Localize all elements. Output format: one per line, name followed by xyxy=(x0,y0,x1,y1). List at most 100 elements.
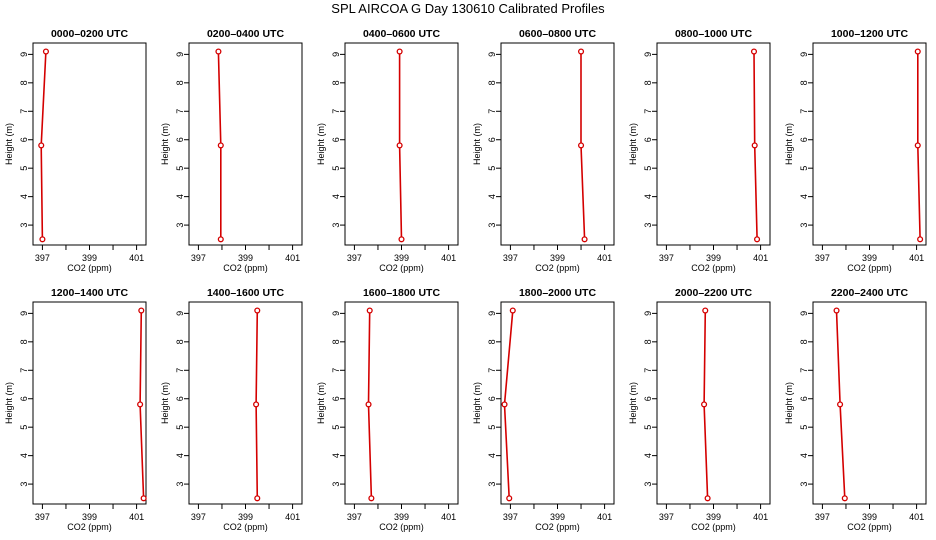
y-tick-label: 3 xyxy=(643,482,653,487)
y-tick-label: 6 xyxy=(799,137,809,142)
y-tick-label: 3 xyxy=(175,223,185,228)
y-tick-label: 5 xyxy=(799,166,809,171)
x-axis-label: CO2 (ppm) xyxy=(223,522,268,532)
y-tick-label: 3 xyxy=(331,482,341,487)
y-tick-label: 4 xyxy=(19,194,29,199)
profile-panel: 0600–0800 UTC 397 399 401 3 4 5 6 7 8 9 CO2 (ppm) He… xyxy=(472,28,615,273)
y-tick-label: 6 xyxy=(487,137,497,142)
y-tick-label: 7 xyxy=(643,368,653,373)
x-tick-label: 397 xyxy=(35,253,50,263)
y-tick-label: 3 xyxy=(643,223,653,228)
x-tick-label: 399 xyxy=(550,253,565,263)
data-point xyxy=(217,236,224,243)
y-tick-label: 6 xyxy=(175,396,185,401)
panel-title: 1800–2000 UTC xyxy=(519,287,596,299)
plot-frame xyxy=(188,301,303,505)
x-tick-label: 397 xyxy=(503,253,518,263)
x-tick-label: 399 xyxy=(706,253,721,263)
y-tick-label: 3 xyxy=(19,223,29,228)
y-tick-label: 7 xyxy=(175,368,185,373)
x-axis-label: CO2 (ppm) xyxy=(223,263,268,273)
y-axis-label: Height (m) xyxy=(316,123,326,165)
data-point xyxy=(366,307,373,314)
x-axis-label: CO2 (ppm) xyxy=(847,263,892,273)
y-tick-label: 4 xyxy=(643,194,653,199)
y-tick-label: 3 xyxy=(799,482,809,487)
x-tick-label: 397 xyxy=(815,512,830,522)
y-tick-label: 8 xyxy=(19,339,29,344)
data-point xyxy=(581,236,588,243)
data-point xyxy=(577,48,585,55)
y-tick-label: 3 xyxy=(799,223,809,228)
x-tick-label: 397 xyxy=(35,512,50,522)
data-point xyxy=(704,495,711,502)
x-tick-label: 401 xyxy=(753,253,768,263)
data-point xyxy=(39,236,46,243)
y-tick-label: 5 xyxy=(331,425,341,430)
x-tick-label: 397 xyxy=(347,253,362,263)
profile-panel: 1600–1800 UTC 397 399 401 3 4 5 6 7 8 9 CO2 (ppm) He… xyxy=(316,287,459,532)
y-axis-label: Height (m) xyxy=(4,123,14,165)
panel-title: 1400–1600 UTC xyxy=(207,287,284,299)
data-point xyxy=(217,142,224,149)
y-tick-label: 8 xyxy=(175,339,185,344)
y-axis-label: Height (m) xyxy=(472,382,482,424)
y-tick-label: 7 xyxy=(487,109,497,114)
data-point xyxy=(577,142,585,149)
data-point xyxy=(254,307,261,314)
y-tick-label: 5 xyxy=(643,425,653,430)
data-point xyxy=(833,307,840,314)
x-tick-label: 399 xyxy=(394,512,409,522)
data-point xyxy=(396,48,403,55)
y-tick-label: 9 xyxy=(487,311,497,316)
panel-title: 1000–1200 UTC xyxy=(831,28,908,40)
x-axis-label: CO2 (ppm) xyxy=(847,522,892,532)
data-point xyxy=(398,236,405,243)
data-point xyxy=(701,401,708,408)
y-tick-label: 7 xyxy=(19,368,29,373)
profile-panel: 1400–1600 UTC 397 399 401 3 4 5 6 7 8 9 CO2 (ppm) He… xyxy=(160,287,303,532)
x-tick-label: 401 xyxy=(753,512,768,522)
x-axis-label: CO2 (ppm) xyxy=(67,522,112,532)
data-point xyxy=(754,236,761,243)
data-point xyxy=(368,495,375,502)
profile-panel: 2000–2200 UTC 397 399 401 3 4 5 6 7 8 9 CO2 (ppm) He… xyxy=(628,287,771,532)
y-tick-label: 6 xyxy=(487,396,497,401)
panel-title: 0000–0200 UTC xyxy=(51,28,128,40)
y-tick-label: 4 xyxy=(331,453,341,458)
panel-title: 0800–1000 UTC xyxy=(675,28,752,40)
y-tick-label: 9 xyxy=(175,52,185,57)
x-tick-label: 399 xyxy=(862,253,877,263)
data-point xyxy=(837,401,844,408)
x-tick-label: 397 xyxy=(659,512,674,522)
y-axis-label: Height (m) xyxy=(472,123,482,165)
data-point xyxy=(506,495,513,502)
x-tick-label: 399 xyxy=(82,253,97,263)
x-tick-label: 401 xyxy=(909,253,924,263)
y-tick-label: 8 xyxy=(799,339,809,344)
y-tick-label: 9 xyxy=(643,311,653,316)
y-axis-label: Height (m) xyxy=(4,382,14,424)
panel-title: 1200–1400 UTC xyxy=(51,287,128,299)
profile-panel: 0800–1000 UTC 397 399 401 3 4 5 6 7 8 9 CO2 (ppm) He… xyxy=(628,28,771,273)
y-tick-label: 6 xyxy=(19,396,29,401)
data-point xyxy=(42,48,49,55)
profile-panel: 2200–2400 UTC 397 399 401 3 4 5 6 7 8 9 CO2 (ppm) He… xyxy=(784,287,927,532)
data-point xyxy=(750,48,758,55)
x-tick-label: 401 xyxy=(441,253,456,263)
plot-frame xyxy=(812,42,927,246)
y-tick-label: 4 xyxy=(799,194,809,199)
data-point xyxy=(137,401,144,408)
panel-title: 2200–2400 UTC xyxy=(831,287,908,299)
x-tick-label: 401 xyxy=(597,253,612,263)
profile-panel: 1800–2000 UTC 397 399 401 3 4 5 6 7 8 9 CO2 (ppm) He… xyxy=(472,287,615,532)
panel-title: 1600–1800 UTC xyxy=(363,287,440,299)
y-tick-label: 7 xyxy=(487,368,497,373)
y-tick-label: 6 xyxy=(799,396,809,401)
y-tick-label: 8 xyxy=(643,339,653,344)
y-tick-label: 5 xyxy=(643,166,653,171)
data-point xyxy=(140,495,147,502)
x-tick-label: 399 xyxy=(862,512,877,522)
y-axis-label: Height (m) xyxy=(628,382,638,424)
